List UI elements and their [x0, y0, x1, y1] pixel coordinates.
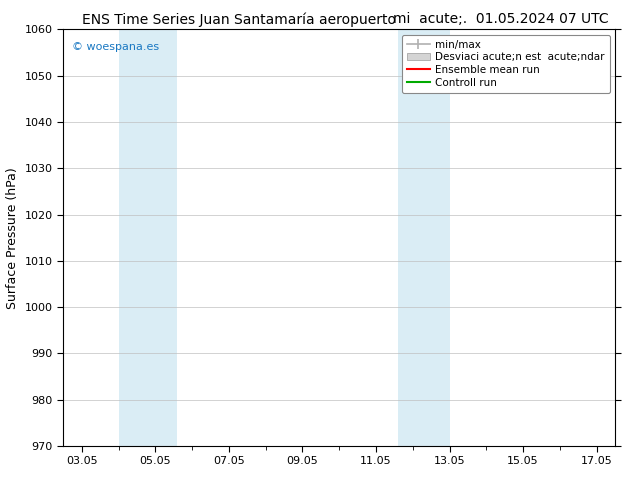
Bar — [119, 29, 178, 446]
Text: ENS Time Series Juan Santamaría aeropuerto: ENS Time Series Juan Santamaría aeropuer… — [82, 12, 396, 27]
Text: mi  acute;.  01.05.2024 07 UTC: mi acute;. 01.05.2024 07 UTC — [393, 12, 609, 26]
Bar — [398, 29, 450, 446]
Y-axis label: Surface Pressure (hPa): Surface Pressure (hPa) — [6, 167, 19, 309]
Legend: min/max, Desviaci acute;n est  acute;ndar, Ensemble mean run, Controll run: min/max, Desviaci acute;n est acute;ndar… — [402, 35, 610, 93]
Text: © woespana.es: © woespana.es — [72, 42, 158, 52]
